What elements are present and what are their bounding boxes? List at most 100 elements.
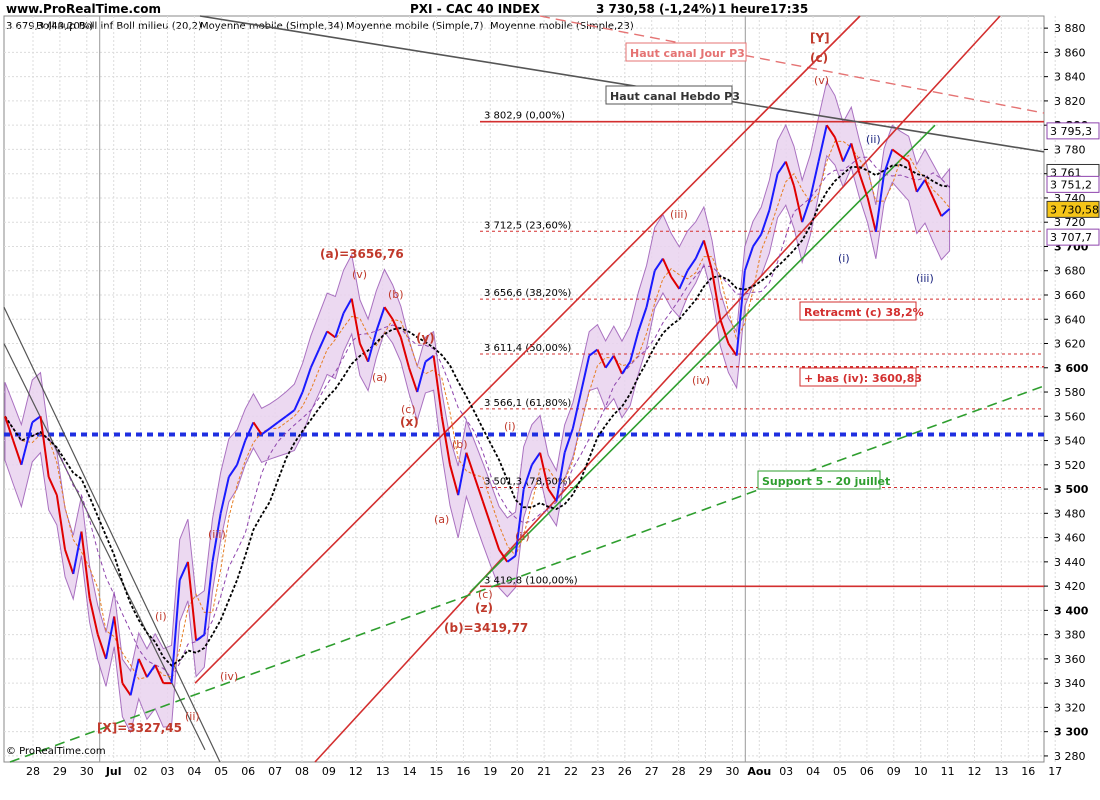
price-segment xyxy=(817,124,828,162)
price-segment xyxy=(792,185,804,223)
price-segment xyxy=(408,367,419,393)
price-series xyxy=(4,124,951,696)
price-segment xyxy=(571,391,583,429)
x-tick-label: 28 xyxy=(26,765,40,778)
y-tick-label: 3 340 xyxy=(1054,677,1086,690)
big-y-label: [Y] xyxy=(810,31,830,45)
y-tick-label: 3 820 xyxy=(1054,95,1086,108)
ma23-line xyxy=(4,156,950,679)
price-segment xyxy=(784,161,795,187)
fib-label: 3 501,3 (78,60%) xyxy=(484,476,571,487)
haut-hebdo-label-box xyxy=(605,85,733,105)
price-segment xyxy=(211,513,222,563)
price-segment xyxy=(776,161,787,175)
price-segment xyxy=(129,658,140,696)
x-tick-label: 05 xyxy=(833,765,847,778)
fib-label: 3 656,6 (38,20%) xyxy=(484,288,571,299)
legend-ma34: Moyenne mobile (Simple,34) xyxy=(200,21,344,32)
price-segment xyxy=(293,391,304,411)
wave-ii-2: (ii) xyxy=(515,530,530,543)
blue-wave-i: (i) xyxy=(838,252,850,265)
fib-label: 3 419,8 (100,00%) xyxy=(484,575,578,586)
wave-i-1: (i) xyxy=(155,610,167,623)
y-tick-label: 3 380 xyxy=(1054,629,1086,642)
x-wave-label: (x) xyxy=(400,415,419,429)
price-segment xyxy=(137,658,148,678)
price-segment xyxy=(358,343,370,363)
price-segment xyxy=(907,161,918,193)
y-tick-label: 3 460 xyxy=(1054,532,1086,545)
price-segment xyxy=(924,179,935,199)
price-segment xyxy=(547,488,558,502)
price-segment xyxy=(670,276,681,290)
wave-c-1: (c) xyxy=(401,403,416,416)
wave-v-1: (v) xyxy=(352,268,367,281)
price-segment xyxy=(874,173,886,233)
y-tick-label: 3 640 xyxy=(1054,313,1086,326)
price-segment xyxy=(662,258,673,278)
price-segment xyxy=(31,415,42,424)
price-box xyxy=(1046,228,1100,246)
price-segment xyxy=(883,149,894,175)
wave-v-2: (v) xyxy=(814,74,829,87)
wave-iii-2: (iii) xyxy=(670,208,688,221)
wave-a-2: (a) xyxy=(434,513,449,526)
x-tick-label: 30 xyxy=(80,765,94,778)
y-tick-label: 3 680 xyxy=(1054,265,1086,278)
price-segment xyxy=(80,531,91,599)
price-segment xyxy=(350,298,361,344)
x-tick-label: 03 xyxy=(779,765,793,778)
price-segment xyxy=(309,349,320,369)
x-tick-label: 29 xyxy=(53,765,67,778)
price-segment xyxy=(301,367,312,393)
y-tick-label: 3 620 xyxy=(1054,338,1086,351)
blue-wave-ii: (ii) xyxy=(866,133,881,146)
moving-averages xyxy=(4,140,950,680)
price-segment xyxy=(391,318,402,338)
price-segment xyxy=(891,148,902,157)
price-segment xyxy=(801,197,812,223)
price-segment xyxy=(367,331,378,362)
y-tick-label: 3 400 xyxy=(1054,604,1089,617)
price-segment xyxy=(604,355,615,369)
y-tick-label: 3 420 xyxy=(1054,580,1086,593)
annotations: Haut canal Jour P3 Haut canal Hebdo P3 Ret… xyxy=(97,31,934,735)
wave-b-1: (b) xyxy=(388,288,404,301)
price-segment xyxy=(318,330,329,350)
x-tick-label: 27 xyxy=(645,765,659,778)
price-segment xyxy=(735,270,746,356)
price-box xyxy=(1046,122,1100,140)
price-segment xyxy=(121,682,132,696)
x-tick-label: 15 xyxy=(430,765,444,778)
price-segment xyxy=(72,531,83,575)
legend-bb: Boll sup Boll inf Boll milieu (20,2) xyxy=(36,21,202,32)
price-segment xyxy=(285,409,295,418)
price-segment xyxy=(449,464,460,496)
x-tick-label: 20 xyxy=(510,765,524,778)
bas-iv-label: + bas (iv): 3600,83 xyxy=(804,372,922,385)
ma7-line xyxy=(4,140,950,680)
y-tick-label: 3 720 xyxy=(1054,216,1086,229)
symbol-title: PXI - CAC 40 INDEX xyxy=(410,2,540,16)
x-tick-label: 30 xyxy=(725,765,739,778)
wave-a-1: (a) xyxy=(372,371,387,384)
price-box-label: 3 730,58 xyxy=(1050,203,1099,216)
price-segment xyxy=(686,258,697,272)
price-segment xyxy=(228,464,238,478)
wave-iii-1: (iii) xyxy=(208,528,226,541)
x-tick-label: 16 xyxy=(456,765,470,778)
price-segment xyxy=(481,500,492,526)
price-segment xyxy=(645,270,656,308)
a-top-label: (a)=3656,76 xyxy=(320,247,404,261)
bollinger-fill xyxy=(4,80,951,734)
y-tick-label: 3 840 xyxy=(1054,71,1086,84)
x-tick-label: 13 xyxy=(376,765,390,778)
price-segment xyxy=(932,197,943,217)
price-segment xyxy=(96,634,107,660)
site-title: www.ProRealTime.com xyxy=(6,2,161,16)
y-tick-label: 3 280 xyxy=(1054,750,1086,763)
price-segment xyxy=(20,422,34,466)
price-segment xyxy=(334,312,345,338)
y-tick-label: 3 480 xyxy=(1054,507,1086,520)
price-segment xyxy=(678,270,689,290)
